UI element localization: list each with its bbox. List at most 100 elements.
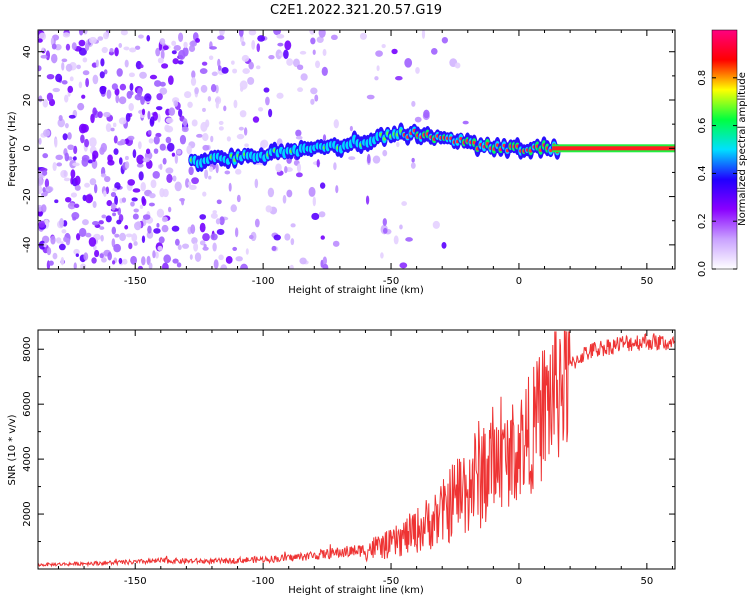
heatmap-cell bbox=[45, 186, 54, 193]
heatmap-cell bbox=[155, 106, 163, 111]
heatmap-y-tick-label: 20 bbox=[22, 94, 33, 107]
heatmap-cell bbox=[171, 225, 180, 232]
heatmap-cell bbox=[391, 48, 398, 55]
heatmap-cell bbox=[217, 58, 221, 68]
heatmap-cell bbox=[136, 163, 144, 168]
heatmap-cell bbox=[284, 165, 288, 174]
heatmap-cell bbox=[107, 154, 113, 163]
heatmap-cell bbox=[157, 245, 163, 251]
heatmap-cell bbox=[314, 94, 319, 102]
heatmap-cell bbox=[375, 50, 383, 57]
heatmap-cell bbox=[171, 152, 176, 157]
heatmap-cell bbox=[311, 212, 320, 221]
heatmap-cell bbox=[162, 45, 169, 51]
heatmap-cell bbox=[411, 157, 415, 163]
heatmap-cell bbox=[114, 233, 120, 238]
heatmap-cell bbox=[232, 246, 238, 251]
heatmap-cell bbox=[159, 163, 163, 170]
heatmap-cell bbox=[118, 157, 123, 165]
snr-y-tick-label: 8000 bbox=[22, 337, 33, 362]
heatmap-cell bbox=[42, 187, 46, 193]
heatmap-cell bbox=[110, 192, 117, 198]
heatmap-cell bbox=[235, 256, 243, 262]
heatmap-cell bbox=[97, 111, 103, 119]
heatmap-cell bbox=[267, 187, 275, 198]
heatmap-cell bbox=[54, 138, 58, 148]
heatmap-cell bbox=[276, 33, 285, 39]
heatmap-cell bbox=[226, 136, 231, 142]
heatmap-cell bbox=[94, 249, 100, 258]
heatmap-cell bbox=[218, 126, 224, 131]
heatmap-cell bbox=[191, 119, 198, 127]
heatmap-cell bbox=[432, 220, 440, 229]
heatmap-cell bbox=[399, 262, 408, 269]
heatmap-cell bbox=[162, 157, 167, 165]
heatmap-cell bbox=[137, 141, 142, 150]
heatmap-cell bbox=[119, 232, 127, 242]
heatmap-cell bbox=[124, 161, 130, 169]
heatmap-cell bbox=[215, 163, 219, 174]
heatmap-cell bbox=[103, 69, 108, 75]
heatmap-cell bbox=[98, 220, 104, 225]
heatmap-cell bbox=[129, 47, 137, 53]
heatmap-cell bbox=[191, 237, 198, 245]
heatmap-cell bbox=[159, 38, 166, 45]
heatmap-cell bbox=[273, 234, 282, 241]
heatmap-cell bbox=[75, 253, 79, 258]
heatmap-cell bbox=[193, 242, 199, 252]
heatmap-cell bbox=[208, 175, 212, 180]
heatmap-cell bbox=[92, 221, 99, 226]
heatmap-cell bbox=[71, 42, 77, 51]
heatmap-cell bbox=[376, 65, 380, 72]
heatmap-cell bbox=[441, 241, 447, 249]
heatmap-cell bbox=[238, 126, 244, 131]
heatmap-cell bbox=[315, 60, 321, 69]
heatmap-cell bbox=[211, 71, 218, 77]
heatmap-cell bbox=[150, 179, 157, 189]
heatmap-cell bbox=[139, 71, 147, 79]
heatmap-cell bbox=[209, 46, 217, 50]
snr-y-axis-label: SNR (10 * v/v) bbox=[7, 414, 18, 485]
heatmap-cell bbox=[171, 50, 177, 55]
heatmap-cell bbox=[295, 129, 302, 137]
heatmap-cell bbox=[239, 110, 247, 118]
heatmap-cell bbox=[130, 255, 137, 265]
snr-y-tick-label: 6000 bbox=[22, 391, 33, 416]
heatmap-cell bbox=[243, 127, 248, 136]
heatmap-cell bbox=[111, 238, 116, 248]
heatmap-panel: -150 -100 -50 0 50 -40 -20 0 20 40 Height of str… bbox=[7, 29, 676, 296]
heatmap-cell bbox=[40, 192, 48, 197]
heatmap-cell bbox=[256, 43, 261, 53]
heatmap-cell bbox=[115, 94, 120, 104]
heatmap-cell bbox=[322, 134, 327, 142]
heatmap-cell bbox=[165, 117, 174, 124]
colorbar: 0.0 0.2 0.4 0.6 0.8 Normalized spectral ampl… bbox=[697, 29, 748, 277]
heatmap-cell bbox=[103, 190, 107, 197]
heatmap-cell bbox=[219, 30, 225, 36]
heatmap-cell bbox=[43, 242, 47, 248]
heatmap-cell bbox=[172, 175, 177, 182]
heatmap-cell bbox=[240, 263, 248, 269]
heatmap-cell bbox=[423, 109, 430, 119]
heatmap-cell bbox=[277, 42, 284, 47]
heatmap-cell bbox=[225, 255, 233, 264]
heatmap-cell bbox=[202, 246, 209, 251]
heatmap-cell bbox=[191, 70, 196, 79]
heatmap-cell bbox=[365, 195, 370, 205]
heatmap-cell bbox=[179, 134, 187, 145]
heatmap-cell bbox=[40, 204, 47, 213]
heatmap-cell bbox=[112, 260, 116, 265]
heatmap-cell bbox=[165, 167, 174, 174]
heatmap-cell bbox=[381, 43, 386, 49]
heatmap-cell bbox=[199, 222, 206, 233]
heatmap-cell bbox=[232, 68, 238, 74]
heatmap-cell bbox=[64, 94, 69, 103]
snr-line bbox=[38, 330, 675, 568]
heatmap-cell bbox=[241, 41, 246, 47]
heatmap-cell bbox=[268, 108, 273, 118]
heatmap-cell bbox=[60, 256, 65, 266]
heatmap-cell bbox=[199, 214, 207, 220]
heatmap-cell bbox=[173, 45, 181, 51]
heatmap-cell bbox=[132, 188, 141, 193]
heatmap-cell bbox=[89, 137, 97, 148]
